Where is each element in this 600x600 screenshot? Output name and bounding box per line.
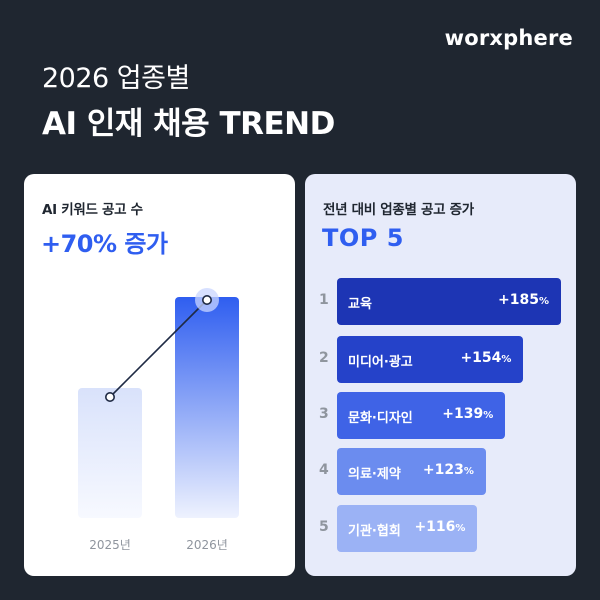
rank-row: 4 의료·제약 +123% <box>305 448 576 495</box>
card-label: AI 키워드 공고 수 <box>42 202 143 218</box>
industry-label: 교육 <box>348 297 372 312</box>
rank-bar: 기관·협회 +116% <box>337 505 478 552</box>
x-tick-label: 2026년 <box>186 538 228 552</box>
rank-bar: 의료·제약 +123% <box>337 448 486 495</box>
rank-row: 3 문화·디자인 +139% <box>305 392 576 439</box>
brand-logo: worxphere <box>444 26 573 50</box>
bar-2026년 <box>175 297 239 518</box>
industry-label: 기관·협회 <box>348 524 401 539</box>
top5-headline: TOP 5 <box>322 224 404 252</box>
x-tick-label: 2025년 <box>89 538 131 552</box>
bar-2025년 <box>78 388 142 518</box>
growth-headline: +70% 증가 <box>41 230 168 258</box>
card-label: 전년 대비 업종별 공고 증가 <box>323 202 474 218</box>
rank-number: 3 <box>319 406 329 422</box>
growth-value: +123% <box>422 462 474 478</box>
yearly-bar-chart <box>78 288 239 518</box>
growth-value: +154% <box>460 350 512 366</box>
industry-top5-card: 전년 대비 업종별 공고 증가 TOP 5 1 교육 +185% 2 미디어·광고 +15… <box>305 174 576 576</box>
headline-year: 2026 업종별 <box>42 63 190 94</box>
rank-number: 1 <box>319 292 329 308</box>
growth-value: +116% <box>414 519 466 535</box>
rank-number: 5 <box>319 519 329 535</box>
rank-row: 1 교육 +185% <box>305 278 576 325</box>
rank-row: 5 기관·협회 +116% <box>305 505 576 552</box>
industry-label: 미디어·광고 <box>348 355 413 370</box>
industry-label: 의료·제약 <box>348 467 401 482</box>
trend-point-2025년 <box>105 392 116 403</box>
trend-point-2026년 <box>202 295 213 306</box>
industry-label: 문화·디자인 <box>348 411 413 426</box>
keyword-posting-card: AI 키워드 공고 수 +70% 증가 2025년 2026년 <box>24 174 295 576</box>
rank-bar: 미디어·광고 +154% <box>337 336 524 383</box>
trend-line <box>109 299 208 398</box>
growth-value: +139% <box>442 406 494 422</box>
rank-row: 2 미디어·광고 +154% <box>305 336 576 383</box>
rank-number: 4 <box>319 462 329 478</box>
growth-value: +185% <box>498 292 549 308</box>
rank-number: 2 <box>319 350 329 366</box>
rank-bar: 문화·디자인 +139% <box>337 392 506 439</box>
headline-title: AI 인재 채용 TREND <box>42 106 335 142</box>
rank-bar: 교육 +185% <box>337 278 561 325</box>
